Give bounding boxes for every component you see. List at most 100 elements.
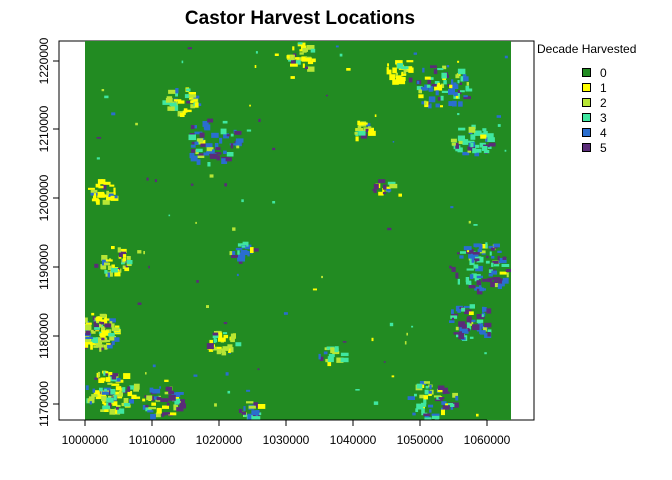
harvest-patch: [493, 264, 500, 267]
harvest-patch: [85, 322, 92, 325]
harvest-patch: [255, 410, 260, 413]
harvest-patch: [450, 315, 458, 319]
harvest-patch: [103, 387, 112, 391]
harvest-patch: [460, 251, 467, 254]
harvest-patch: [248, 405, 256, 409]
harvest-patch: [360, 133, 368, 139]
harvest-patch: [110, 323, 115, 328]
harvest-patch: [457, 278, 460, 285]
harvest-patch: [100, 377, 106, 382]
harvest-patch: [455, 147, 462, 152]
harvest-patch: [92, 316, 96, 321]
harvest-patch: [392, 67, 397, 74]
y-axis: 1170000 1180000 1190000 1200000 1210000 12200…: [37, 37, 60, 427]
harvest-patch: [419, 381, 427, 385]
harvest-patch: [123, 398, 129, 404]
harvest-patch: [378, 179, 386, 184]
harvest-patch: [386, 67, 389, 71]
x-tick-label: 1010000: [129, 433, 176, 447]
harvest-patch: [416, 403, 424, 410]
harvest-patch: [481, 314, 484, 318]
harvest-patch: [427, 78, 431, 84]
harvest-patch: [100, 264, 104, 270]
harvest-patch: [490, 282, 498, 288]
harvest-patch: [479, 287, 484, 292]
harvest-patch: [325, 358, 329, 363]
harvest-patch: [458, 333, 465, 340]
harvest-patch: [441, 90, 449, 93]
harvest-patch: [245, 244, 252, 250]
harvest-patch: [228, 347, 231, 353]
harvest-patch: [476, 413, 479, 417]
harvest-patch: [117, 247, 121, 253]
harvest-patch: [107, 265, 113, 271]
harvest-patch: [367, 126, 372, 129]
harvest-patch: [237, 250, 240, 255]
harvest-patch: [91, 331, 96, 334]
harvest-patch: [111, 383, 120, 386]
harvest-patch: [94, 327, 100, 330]
harvest-patch: [145, 407, 152, 412]
harvest-patch: [97, 179, 106, 185]
harvest-patch: [386, 188, 392, 192]
harvest-patch: [190, 125, 195, 129]
harvest-patch: [183, 108, 188, 113]
harvest-patch: [451, 266, 456, 272]
harvest-patch: [254, 65, 257, 68]
harvest-patch: [216, 348, 221, 355]
harvest-patch: [421, 408, 425, 413]
harvest-patch: [483, 327, 487, 332]
harvest-patch: [422, 67, 425, 73]
harvest-patch: [468, 254, 475, 259]
y-tick-label: 1180000: [37, 313, 51, 359]
harvest-patch: [424, 415, 429, 420]
harvest-patch: [109, 321, 113, 324]
harvest-patch: [440, 95, 444, 101]
harvest-patch: [449, 84, 453, 89]
harvest-patch: [498, 258, 507, 264]
harvest-patch: [480, 134, 487, 139]
harvest-patch: [483, 131, 488, 134]
harvest-patch: [358, 129, 366, 136]
harvest-patch: [475, 265, 483, 272]
harvest-patch: [442, 77, 447, 81]
harvest-patch: [223, 133, 229, 139]
harvest-patch: [92, 388, 96, 393]
harvest-patch: [90, 343, 93, 350]
harvest-patch: [470, 142, 474, 148]
harvest-patch: [243, 406, 246, 411]
harvest-patch: [91, 198, 99, 202]
harvest-patch: [193, 102, 196, 106]
harvest-patch: [104, 344, 108, 350]
harvest-patch: [218, 332, 223, 339]
harvest-patch: [473, 264, 479, 269]
harvest-patch: [437, 388, 444, 393]
harvest-patch: [142, 405, 146, 410]
harvest-patch: [435, 103, 440, 108]
harvest-patch: [403, 70, 407, 75]
harvest-patch: [392, 141, 395, 143]
harvest-patch: [110, 389, 116, 395]
harvest-patch: [255, 51, 258, 54]
harvest-patch: [421, 402, 427, 407]
harvest-patch: [474, 276, 479, 282]
harvest-patch: [361, 122, 368, 125]
harvest-patch: [442, 388, 446, 395]
harvest-patch: [85, 317, 88, 323]
harvest-patch: [215, 152, 222, 155]
harvest-patch: [88, 396, 95, 400]
harvest-patch: [188, 92, 196, 95]
harvest-patch: [154, 179, 157, 183]
harvest-patch: [288, 59, 294, 62]
harvest-patch: [359, 122, 364, 126]
harvest-patch: [161, 412, 165, 417]
harvest-patch: [107, 272, 110, 278]
harvest-patch: [190, 183, 194, 186]
harvest-patch: [325, 94, 328, 97]
harvest-patch: [449, 320, 455, 323]
harvest-patch: [227, 390, 231, 394]
harvest-patch: [191, 149, 196, 153]
harvest-patch: [203, 152, 210, 156]
harvest-patch: [464, 309, 472, 315]
harvest-patch: [303, 58, 312, 62]
